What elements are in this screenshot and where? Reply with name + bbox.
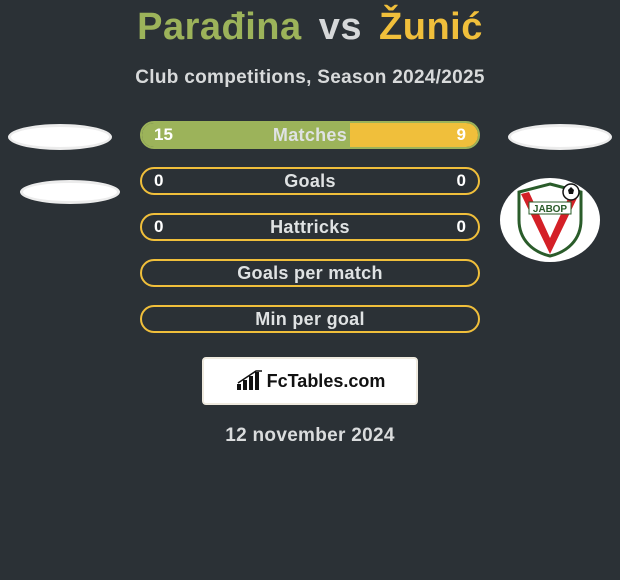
player2-club-crest: ЈАВОР <box>500 178 600 262</box>
player1-badge-placeholder-2 <box>20 180 120 204</box>
stat-bar-min-per-goal: Min per goal <box>140 305 480 333</box>
stat-bar-value-left: 0 <box>154 215 163 239</box>
player2-badge-placeholder <box>508 124 612 150</box>
stat-bar-fill-left <box>142 123 350 147</box>
stat-bar-fill-right <box>350 123 478 147</box>
player1-badge-placeholder-1 <box>8 124 112 150</box>
stat-bar-value-right: 0 <box>457 215 466 239</box>
stat-bar-goals: Goals0 0 <box>140 167 480 195</box>
stat-bar-label: Min per goal <box>142 307 478 331</box>
stat-bar-goals-per-match: Goals per match <box>140 259 480 287</box>
stat-bar-value-left: 0 <box>154 169 163 193</box>
fctables-logo-icon <box>235 370 263 392</box>
stat-bar-label: Goals per match <box>142 261 478 285</box>
crest-label: ЈАВОР <box>533 204 568 215</box>
stat-bar-label: Goals <box>142 169 478 193</box>
stat-bar-hattricks: Hattricks0 0 <box>140 213 480 241</box>
vs-label: vs <box>319 6 362 48</box>
fctables-text: FcTables.com <box>267 371 386 392</box>
subtitle: Club competitions, Season 2024/2025 <box>0 67 620 89</box>
comparison-title: Parađina vs Žunić <box>0 0 620 49</box>
fctables-attribution[interactable]: FcTables.com <box>202 357 418 405</box>
crest-icon: ЈАВОР <box>515 182 585 258</box>
stat-bar-matches: Matches159 <box>140 121 480 149</box>
comparison-date: 12 november 2024 <box>0 425 620 447</box>
stat-bar-value-right: 0 <box>457 169 466 193</box>
player1-name: Parađina <box>137 6 302 48</box>
stat-bar-label: Hattricks <box>142 215 478 239</box>
player2-name: Žunić <box>379 6 483 48</box>
stat-bars: Matches159Goals00Hattricks00Goals per ma… <box>140 121 480 333</box>
